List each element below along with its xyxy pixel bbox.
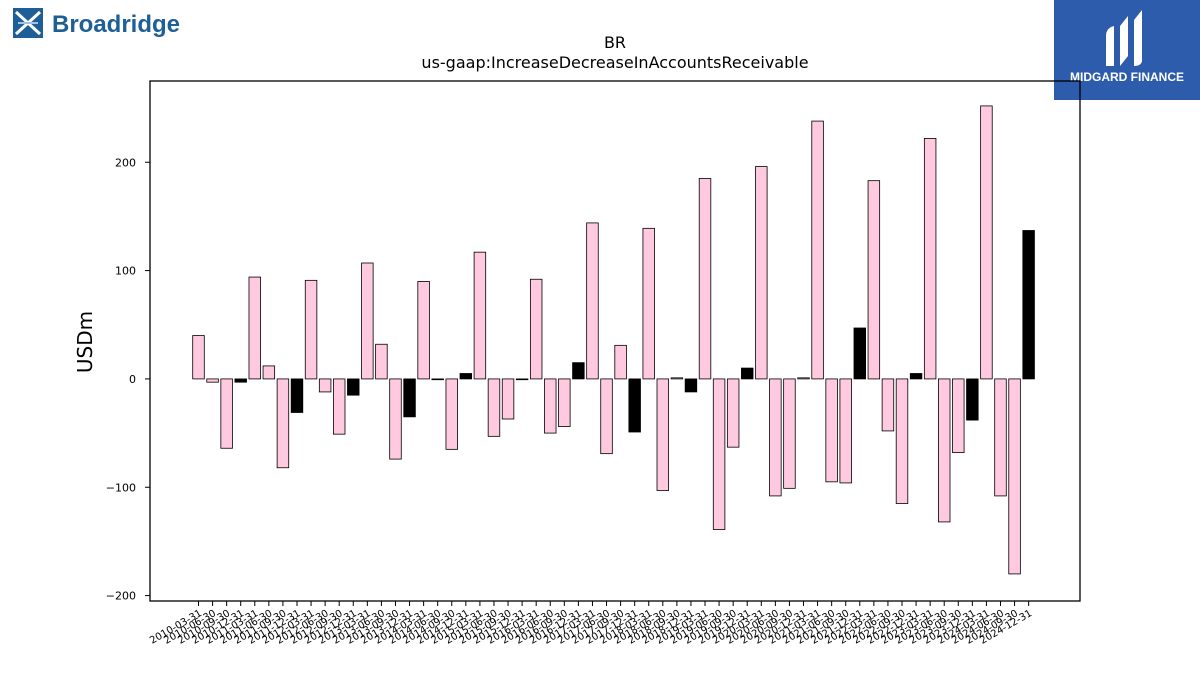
bar-2019-06-30 <box>712 378 726 530</box>
bar-2015-06-30 <box>487 378 501 437</box>
bar-2011-12-31 <box>290 378 304 413</box>
bar-2014-09-30 <box>445 378 458 450</box>
bar-2010-03-31 <box>192 335 205 380</box>
y-tick-label: 200 <box>115 156 136 169</box>
bar-2012-12-31 <box>347 378 360 396</box>
bar-2010-06-30 <box>206 378 219 383</box>
bar-2017-03-31 <box>586 222 599 380</box>
bar-2014-03-31 <box>417 281 430 380</box>
bar-2013-03-31 <box>361 262 374 380</box>
bar-2024-03-31 <box>980 105 993 380</box>
bar-2020-12-31 <box>797 377 810 380</box>
bar-2011-06-30 <box>262 365 276 380</box>
bar-2012-03-31 <box>304 279 318 380</box>
midgard-mark-icon: MIDGARD FINANCE <box>1070 10 1184 84</box>
y-tick-label: 0 <box>129 373 136 386</box>
bar-2021-06-30 <box>825 378 838 483</box>
chart-title: BR <box>604 33 626 52</box>
bar-2024-09-30 <box>1008 378 1021 575</box>
bar-2023-06-30 <box>938 378 951 523</box>
y-tick-label: −200 <box>106 590 136 603</box>
bars-layer <box>192 105 1035 575</box>
bar-2017-06-30 <box>600 378 613 455</box>
bar-2021-12-31 <box>853 327 866 380</box>
bar-2010-09-30 <box>220 378 233 449</box>
bar-2018-12-31 <box>684 378 698 393</box>
broadridge-logo: Broadridge <box>12 6 182 42</box>
bar-2024-12-31 <box>1022 230 1035 380</box>
svg-text:MIDGARD FINANCE: MIDGARD FINANCE <box>1070 70 1184 84</box>
bar-2018-09-30 <box>670 377 684 380</box>
bar-2021-03-31 <box>811 120 824 380</box>
bar-2015-03-31 <box>473 251 487 380</box>
bar-2023-09-30 <box>952 378 965 453</box>
bar-2017-12-31 <box>628 378 641 433</box>
bar-2022-09-30 <box>895 378 909 504</box>
bar-2016-06-30 <box>544 378 557 434</box>
bar-2023-12-31 <box>966 378 979 421</box>
bar-2022-03-31 <box>867 180 881 380</box>
y-tick-label: 100 <box>115 265 136 278</box>
svg-text:Broadridge: Broadridge <box>52 11 180 38</box>
bar-2019-03-31 <box>698 178 712 380</box>
bar-2013-09-30 <box>389 378 402 460</box>
bar-2015-12-31 <box>515 378 529 381</box>
bar-2020-03-31 <box>755 166 768 380</box>
bar-2016-12-31 <box>572 362 585 380</box>
bar-2012-06-30 <box>318 378 332 393</box>
bar-2011-09-30 <box>276 378 290 469</box>
plot-frame <box>149 80 1081 602</box>
bar-2012-09-30 <box>332 378 346 435</box>
midgard-finance-logo: MIDGARD FINANCE <box>1054 0 1200 100</box>
bar-2019-12-31 <box>741 367 754 380</box>
bar-2016-09-30 <box>558 378 571 427</box>
bar-2018-03-31 <box>642 227 655 380</box>
bar-2011-03-31 <box>248 276 261 380</box>
bar-2022-12-31 <box>909 373 923 380</box>
bar-2014-06-30 <box>431 378 444 381</box>
bar-2017-09-30 <box>614 344 627 380</box>
y-tick-label: −100 <box>106 481 136 494</box>
bar-2023-03-31 <box>923 138 937 380</box>
bar-2024-06-30 <box>994 378 1007 497</box>
bar-2019-09-30 <box>726 378 740 448</box>
bar-2018-06-30 <box>656 378 670 491</box>
bar-2020-09-30 <box>783 378 796 489</box>
chart-subtitle: us-gaap:IncreaseDecreaseInAccountsReceiv… <box>421 53 808 72</box>
bar-2021-09-30 <box>839 378 852 484</box>
bar-2013-06-30 <box>375 343 388 380</box>
broadridge-mark-icon: Broadridge <box>13 8 180 38</box>
x-ticks-layer: 2010-03-312010-06-302010-09-302010-12-31… <box>148 601 1034 647</box>
bar-2020-06-30 <box>769 378 782 497</box>
bar-2013-12-31 <box>403 378 416 418</box>
bar-2015-09-30 <box>501 378 515 420</box>
bar-2010-12-31 <box>234 378 247 383</box>
y-ticks-layer: −200 −100 0 100 200 <box>106 156 150 603</box>
bar-2016-03-31 <box>529 278 543 380</box>
bar-2014-12-31 <box>459 373 473 380</box>
y-axis-label: USDm <box>73 311 97 373</box>
bar-2022-06-30 <box>881 378 895 432</box>
